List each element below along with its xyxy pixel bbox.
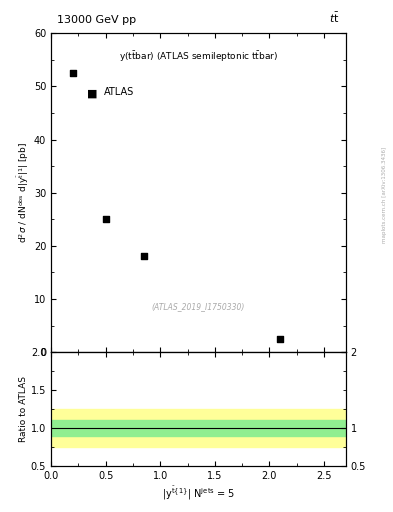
Y-axis label: d$^2\sigma$ / dN$^{\rm obs}$ d|y$^{\rm \bar{t}}$|$^1$| [pb]: d$^2\sigma$ / dN$^{\rm obs}$ d|y$^{\rm \… bbox=[15, 142, 31, 243]
Point bbox=[277, 335, 283, 343]
Point bbox=[103, 215, 109, 223]
X-axis label: |y$^{\rm \bar{t}\{1\}}$| N$^{\rm jets}$ = 5: |y$^{\rm \bar{t}\{1\}}$| N$^{\rm jets}$ … bbox=[162, 485, 235, 502]
Bar bbox=[51, 409, 346, 447]
Point bbox=[141, 252, 147, 261]
Text: ATLAS: ATLAS bbox=[104, 88, 134, 97]
Text: $\blacksquare$: $\blacksquare$ bbox=[86, 88, 98, 100]
Text: maplots.cern.ch [arXiv:1306.3436]: maplots.cern.ch [arXiv:1306.3436] bbox=[382, 146, 387, 243]
Text: t$\bar{\rm t}$: t$\bar{\rm t}$ bbox=[329, 11, 340, 25]
Text: (ATLAS_2019_I1750330): (ATLAS_2019_I1750330) bbox=[152, 302, 245, 311]
Point bbox=[70, 69, 76, 77]
Bar bbox=[51, 420, 346, 436]
Y-axis label: Ratio to ATLAS: Ratio to ATLAS bbox=[19, 376, 28, 442]
Text: 13000 GeV pp: 13000 GeV pp bbox=[57, 15, 136, 25]
Text: y(t$\bar{\rm t}$bar) (ATLAS semileptonic t$\bar{\rm t}$bar): y(t$\bar{\rm t}$bar) (ATLAS semileptonic… bbox=[119, 49, 278, 64]
